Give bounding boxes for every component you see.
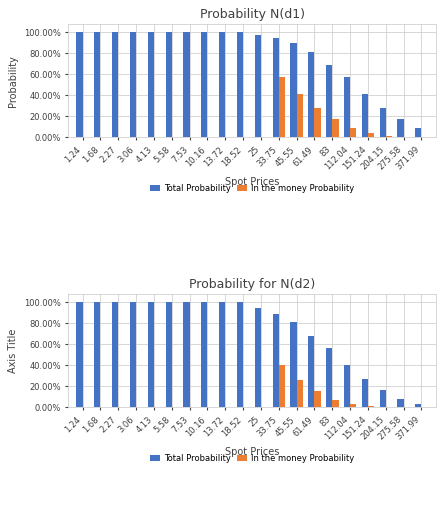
Bar — [130, 302, 136, 407]
Legend: Total Probability, In the money Probability: Total Probability, In the money Probabil… — [147, 180, 357, 196]
Bar — [290, 322, 297, 407]
Bar — [279, 77, 285, 137]
Bar — [166, 33, 172, 137]
Bar — [297, 380, 303, 407]
Bar — [368, 133, 374, 137]
Bar — [166, 302, 172, 407]
Bar — [344, 77, 350, 137]
Y-axis label: Probability: Probability — [8, 55, 18, 107]
Bar — [112, 302, 118, 407]
Bar — [201, 302, 207, 407]
Bar — [94, 33, 100, 137]
Bar — [415, 128, 421, 137]
Bar — [308, 52, 314, 137]
Bar — [380, 108, 386, 137]
Bar — [148, 302, 154, 407]
Bar — [314, 108, 321, 137]
Bar — [397, 119, 404, 137]
Bar — [148, 33, 154, 137]
Bar — [183, 302, 190, 407]
Bar — [344, 365, 350, 407]
Bar — [326, 348, 332, 407]
Bar — [130, 33, 136, 137]
Bar — [362, 94, 368, 137]
Title: Probability for N(d2): Probability for N(d2) — [189, 278, 315, 291]
Bar — [332, 400, 338, 407]
Bar — [255, 36, 261, 137]
Bar — [76, 33, 83, 137]
Bar — [201, 33, 207, 137]
Bar — [332, 119, 338, 137]
Bar — [273, 38, 279, 137]
Bar — [386, 136, 392, 137]
Bar — [273, 314, 279, 407]
Bar — [415, 404, 421, 407]
Bar — [290, 43, 297, 137]
Bar — [314, 392, 321, 407]
Bar — [237, 302, 243, 407]
Bar — [397, 399, 404, 407]
Bar — [350, 404, 357, 407]
Bar — [362, 379, 368, 407]
Bar — [219, 33, 225, 137]
Bar — [255, 307, 261, 407]
X-axis label: Spot Prices: Spot Prices — [225, 177, 279, 187]
Bar — [76, 302, 83, 407]
Legend: Total Probability, In the money Probability: Total Probability, In the money Probabil… — [147, 451, 357, 466]
Bar — [112, 33, 118, 137]
Bar — [380, 391, 386, 407]
Bar — [350, 128, 357, 137]
Bar — [308, 336, 314, 407]
Bar — [94, 302, 100, 407]
Bar — [279, 365, 285, 407]
Y-axis label: Axis Title: Axis Title — [8, 328, 18, 373]
Bar — [183, 33, 190, 137]
Title: Probability N(d1): Probability N(d1) — [199, 8, 305, 21]
Bar — [326, 65, 332, 137]
Bar — [219, 302, 225, 407]
X-axis label: Spot Prices: Spot Prices — [225, 448, 279, 457]
Bar — [237, 33, 243, 137]
Bar — [368, 406, 374, 407]
Bar — [297, 94, 303, 137]
